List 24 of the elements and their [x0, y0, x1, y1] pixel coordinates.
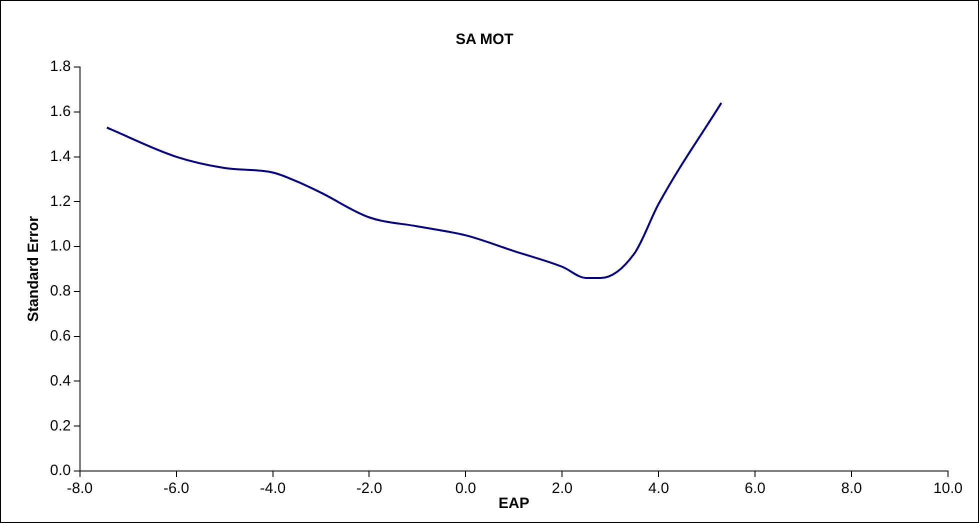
y-tick-label: 1.6	[50, 103, 71, 120]
y-tick-label: 1.0	[50, 238, 71, 255]
y-tick-label: 0.4	[50, 372, 71, 390]
y-tick-label: 0.8	[50, 282, 71, 300]
y-tick-label: 0.2	[50, 417, 71, 434]
y-tick-label: 0.6	[50, 327, 71, 344]
x-tick-label: 6.0	[744, 480, 766, 498]
x-tick-label: 8.0	[841, 480, 862, 498]
x-tick-label: -2.0	[356, 480, 382, 498]
y-tick-label: 0.0	[50, 462, 71, 480]
x-axis-title: EAP	[498, 495, 530, 512]
y-axis-title: Standard Error	[25, 216, 42, 322]
chart-title: SA MOT	[456, 31, 514, 48]
line-series	[106, 102, 722, 279]
x-tick-label: 10.0	[933, 480, 963, 498]
x-tick-label: 0.0	[455, 480, 476, 498]
x-tick-label: -8.0	[66, 480, 93, 498]
x-tick-label: -4.0	[260, 480, 286, 498]
y-tick-label: 1.2	[50, 192, 71, 210]
x-tick-label: 2.0	[552, 480, 573, 498]
x-tick-label: -6.0	[163, 480, 190, 498]
y-tick-label: 1.8	[50, 58, 71, 76]
x-tick-label: 4.0	[648, 480, 670, 498]
y-tick-label: 1.4	[50, 148, 71, 165]
